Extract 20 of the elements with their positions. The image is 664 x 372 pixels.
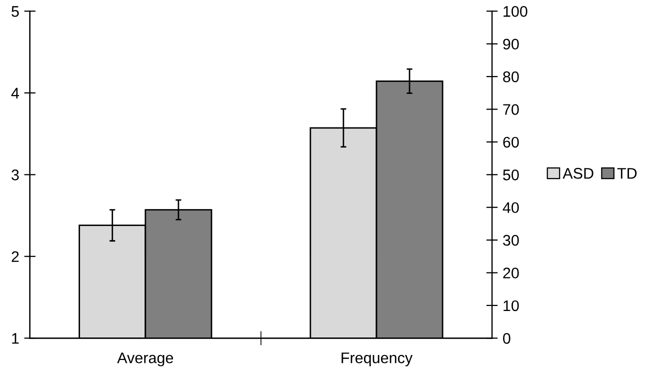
y-tick-label: 5 xyxy=(12,6,19,17)
x-tick-label: Average xyxy=(117,352,174,366)
y2-tick-label: 80 xyxy=(503,71,519,82)
y2-tick-label: 0 xyxy=(503,333,510,344)
legend-label: TD xyxy=(617,168,637,179)
y2-tick-label: 100 xyxy=(504,6,528,17)
x-tick-label: Frequency xyxy=(342,352,413,366)
legend-label: ASD xyxy=(562,168,594,179)
y2-tick-label: 50 xyxy=(503,170,519,180)
y2-tick-label: 30 xyxy=(503,234,519,246)
y2-tick-label: 60 xyxy=(503,136,519,148)
y2-tick-label: 10 xyxy=(504,300,519,312)
y-tick-label: 4 xyxy=(11,88,20,98)
y-tick-label: 2 xyxy=(12,251,19,262)
y2-tick-label: 20 xyxy=(503,268,519,278)
y2-tick-label: 90 xyxy=(503,38,519,50)
y-tick-label: 1 xyxy=(12,333,19,344)
y2-tick-label: 40 xyxy=(502,202,519,214)
y-tick-label: 3 xyxy=(12,170,19,180)
y2-tick-label: 70 xyxy=(503,104,519,115)
